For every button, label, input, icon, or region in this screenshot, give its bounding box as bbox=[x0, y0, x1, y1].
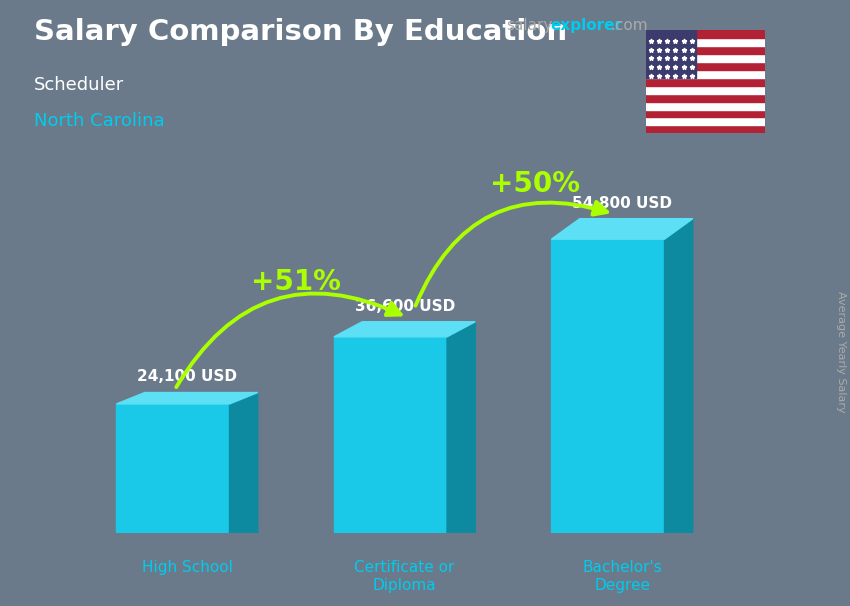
Text: Scheduler: Scheduler bbox=[34, 76, 124, 94]
Polygon shape bbox=[552, 239, 665, 533]
Bar bbox=[646, 94, 765, 102]
Polygon shape bbox=[334, 322, 475, 337]
Text: Bachelor's
Degree: Bachelor's Degree bbox=[582, 560, 662, 593]
Text: North Carolina: North Carolina bbox=[34, 112, 165, 130]
Bar bbox=[646, 102, 765, 110]
Polygon shape bbox=[230, 393, 258, 533]
Text: 54,800 USD: 54,800 USD bbox=[572, 196, 672, 211]
Text: Average Yearly Salary: Average Yearly Salary bbox=[836, 291, 846, 412]
Text: +50%: +50% bbox=[490, 170, 581, 198]
Text: 36,600 USD: 36,600 USD bbox=[354, 299, 455, 314]
Text: High School: High School bbox=[142, 560, 233, 575]
Text: Salary Comparison By Education: Salary Comparison By Education bbox=[34, 18, 567, 46]
Bar bbox=[646, 70, 765, 78]
Polygon shape bbox=[447, 322, 475, 533]
Text: salary: salary bbox=[506, 18, 552, 33]
Bar bbox=[646, 30, 696, 78]
Bar bbox=[646, 78, 765, 86]
Polygon shape bbox=[665, 219, 693, 533]
Polygon shape bbox=[552, 219, 693, 239]
Polygon shape bbox=[116, 393, 258, 404]
Bar bbox=[646, 46, 765, 54]
Bar bbox=[646, 110, 765, 118]
Bar bbox=[646, 54, 765, 62]
Bar bbox=[646, 30, 765, 38]
Bar bbox=[646, 118, 765, 125]
Bar bbox=[646, 125, 765, 133]
Bar bbox=[646, 38, 765, 46]
Text: 24,100 USD: 24,100 USD bbox=[137, 370, 237, 384]
Text: Certificate or
Diploma: Certificate or Diploma bbox=[354, 560, 455, 593]
Bar bbox=[646, 62, 765, 70]
Text: .com: .com bbox=[610, 18, 648, 33]
Text: +51%: +51% bbox=[251, 268, 341, 296]
Text: explorer: explorer bbox=[550, 18, 622, 33]
Polygon shape bbox=[334, 337, 447, 533]
Bar bbox=[646, 86, 765, 94]
Polygon shape bbox=[116, 404, 230, 533]
